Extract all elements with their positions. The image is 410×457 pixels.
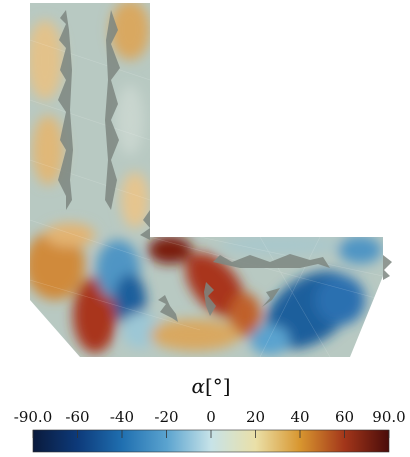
orientation-field (30, 3, 383, 357)
field-patch (30, 20, 63, 100)
hole-edge (58, 10, 73, 210)
field-patch (116, 85, 144, 155)
colorbar-tick-label: 60 (335, 408, 354, 426)
field-patch (315, 275, 365, 325)
field-patch (45, 223, 95, 247)
field-patch (229, 293, 261, 337)
hole-edge (213, 254, 330, 268)
colorbar-tick-label: 0 (206, 408, 216, 426)
colorbar-tick-labels: -90.0 -60 -40 -20 0 20 40 60 90.0 (14, 408, 406, 426)
hole-edge (158, 295, 178, 322)
field-patch (110, 3, 150, 60)
hole-edge (204, 282, 216, 316)
colorbar-tick-label: -40 (110, 408, 134, 426)
hole-edges (58, 10, 392, 322)
hole-edge (105, 10, 120, 210)
colorbar-tick-label: -60 (65, 408, 89, 426)
field-patch (121, 172, 149, 228)
colorbar-tick-label: 90.0 (372, 408, 405, 426)
colorbar: α[°] -90.0 -60 -40 -20 0 20 40 60 90.0 (14, 374, 406, 453)
field-patch (220, 235, 340, 255)
colorbar-tick-label: -90.0 (14, 408, 52, 426)
field-patch (338, 236, 382, 264)
colorbar-title-unit: [°] (205, 374, 231, 398)
field-patch (185, 252, 245, 318)
field-patch (32, 115, 64, 185)
field-patch (250, 325, 290, 355)
colorbar-tick-label: 20 (246, 408, 265, 426)
colorbar-title-symbol: α (191, 374, 205, 398)
colorbar-tick-label: 40 (290, 408, 309, 426)
field-patch (122, 312, 158, 348)
colorbar-title: α[°] (191, 374, 230, 398)
hole-edge (140, 210, 150, 240)
field-patch (30, 230, 85, 300)
field-patch (148, 236, 192, 264)
hole-edge (383, 255, 392, 280)
field-patch (73, 277, 117, 353)
colorbar-tick-marks (32, 430, 390, 438)
hole-edge (262, 288, 280, 307)
colorbar-tick-label: -20 (154, 408, 178, 426)
field-patch (150, 319, 240, 351)
